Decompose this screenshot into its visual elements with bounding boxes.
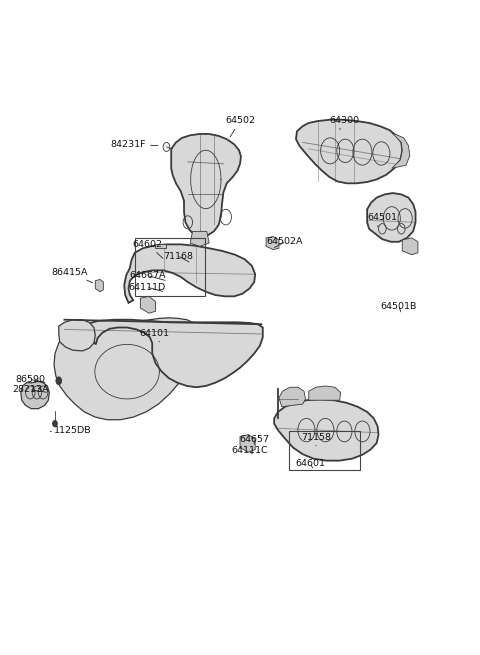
- Text: 84231F: 84231F: [111, 140, 158, 149]
- Polygon shape: [54, 318, 197, 420]
- Polygon shape: [309, 386, 341, 400]
- Text: 64667A: 64667A: [129, 271, 166, 280]
- Text: 64502: 64502: [225, 117, 255, 137]
- Text: 86590: 86590: [15, 375, 45, 384]
- Text: 28213A: 28213A: [12, 385, 48, 394]
- Polygon shape: [402, 238, 418, 255]
- Polygon shape: [140, 296, 156, 313]
- Polygon shape: [296, 120, 402, 183]
- Polygon shape: [155, 244, 167, 248]
- Text: 64602: 64602: [132, 240, 163, 258]
- Text: 64111C: 64111C: [231, 447, 268, 455]
- Polygon shape: [124, 244, 255, 303]
- Text: 71168: 71168: [163, 252, 193, 262]
- Polygon shape: [392, 133, 410, 168]
- Polygon shape: [367, 193, 416, 242]
- Text: 64300: 64300: [329, 117, 360, 130]
- Polygon shape: [279, 387, 305, 407]
- Polygon shape: [21, 381, 49, 409]
- Circle shape: [56, 377, 61, 384]
- Polygon shape: [86, 320, 263, 387]
- Polygon shape: [59, 320, 96, 351]
- Text: 64657: 64657: [239, 435, 269, 444]
- Text: 1125DB: 1125DB: [50, 426, 92, 435]
- Polygon shape: [274, 399, 379, 460]
- Text: 71158: 71158: [301, 434, 331, 445]
- Polygon shape: [240, 435, 255, 452]
- Polygon shape: [96, 280, 103, 291]
- Text: 64111D: 64111D: [129, 283, 166, 291]
- Polygon shape: [171, 134, 241, 236]
- Circle shape: [53, 421, 57, 427]
- Text: 64501B: 64501B: [381, 302, 417, 312]
- Text: 64101: 64101: [140, 329, 169, 342]
- Text: 64502A: 64502A: [267, 237, 303, 248]
- Text: 64501: 64501: [367, 213, 397, 227]
- Polygon shape: [266, 236, 279, 250]
- Text: 64601: 64601: [295, 459, 325, 468]
- Text: 86415A: 86415A: [51, 268, 93, 283]
- Polygon shape: [190, 231, 209, 246]
